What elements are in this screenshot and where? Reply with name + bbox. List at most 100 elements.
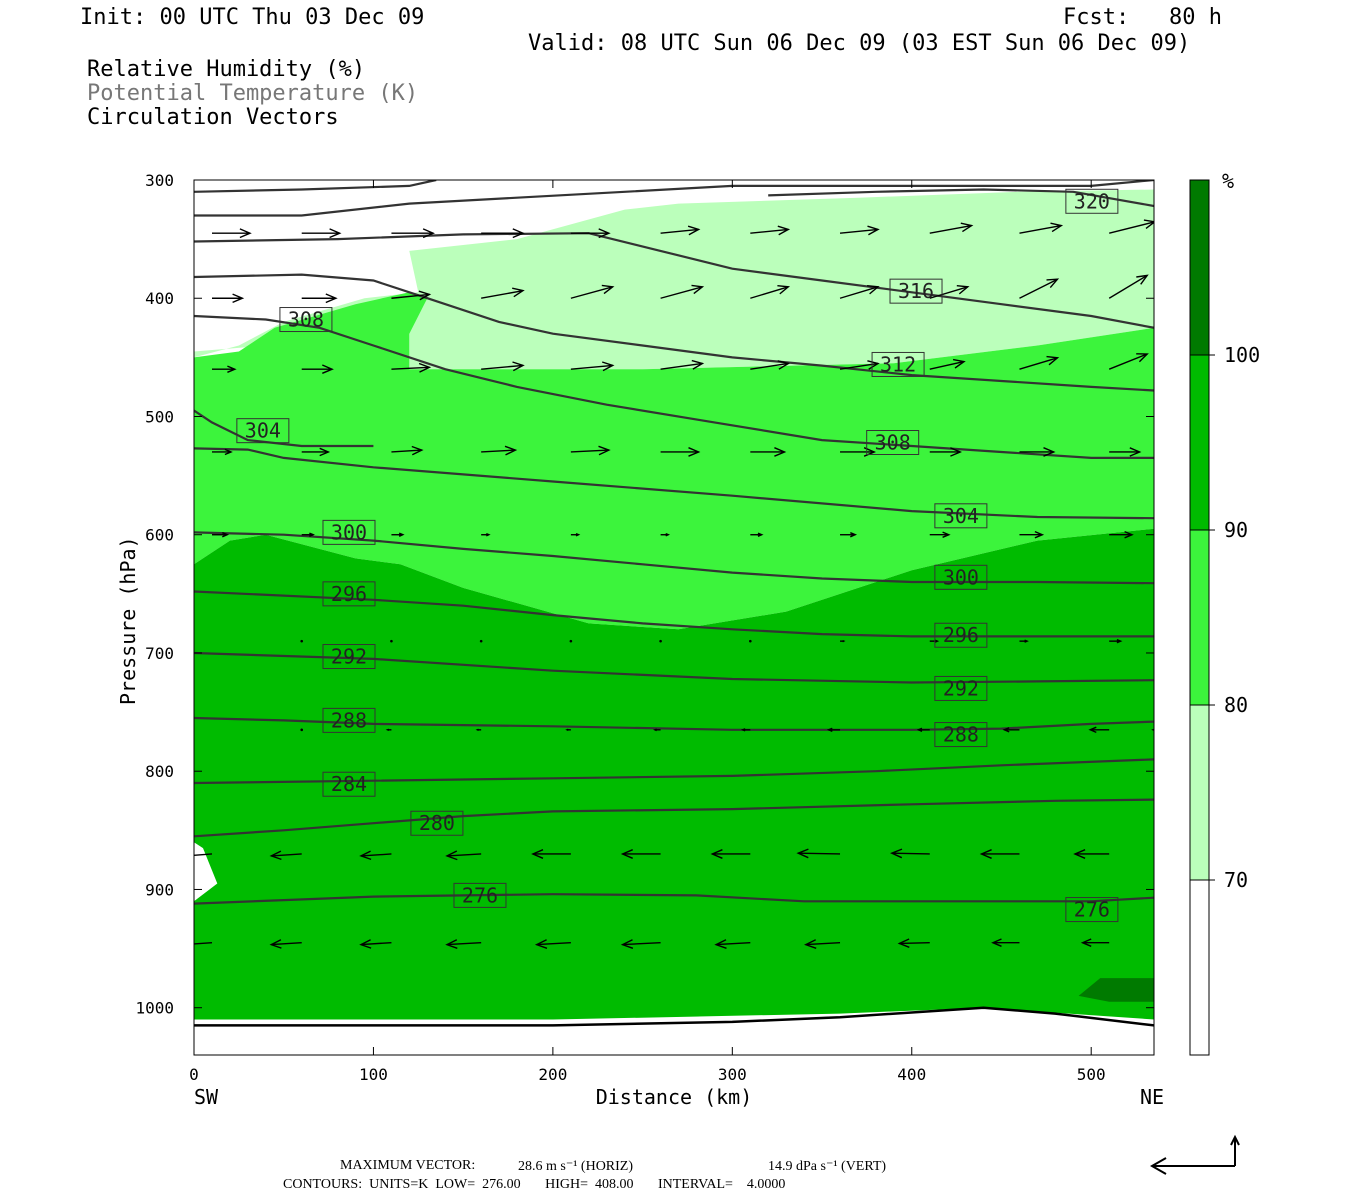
isentrope-276: [194, 893, 1154, 905]
circulation-vector: [890, 848, 930, 859]
contour-label-text: 300: [943, 565, 979, 589]
circulation-vector: [929, 285, 970, 299]
field-label-theta: Potential Temperature (K): [87, 81, 419, 106]
max-vector-horiz: 28.6 m s⁻¹ (HORIZ): [518, 1159, 634, 1174]
colorbar-label: 70: [1224, 868, 1248, 892]
isentrope-288: [194, 716, 1154, 731]
colorbar-segment: [1189, 879, 1210, 1056]
isentrope-304: [194, 447, 1154, 520]
circulation-vector: [660, 447, 701, 457]
isentrope-284: [194, 758, 1154, 785]
circulation-vector: [796, 848, 841, 859]
circulation-vector: [750, 532, 764, 537]
circulation-vector: [750, 360, 791, 370]
contour-label-text: 308: [288, 308, 324, 332]
isentrope-312: [194, 180, 1154, 217]
axes: 300 400 500 600 700 800 900 1000 0 100 200 300 400 50…: [135, 171, 1154, 1084]
circulation-vector: [481, 287, 525, 299]
circulation-vector: [929, 222, 974, 234]
contour-label: 288: [934, 722, 988, 748]
contour-label: 288: [322, 707, 376, 733]
circulation-vector: [481, 361, 525, 372]
circulation-vector: [1109, 530, 1134, 539]
circulation-vector: [212, 448, 233, 456]
contour-label-text: 296: [943, 623, 979, 647]
circulation-vector: [929, 447, 962, 457]
circulation-vector: [979, 849, 1020, 859]
circulation-vector: [565, 728, 571, 731]
x-tick-label: 400: [897, 1065, 926, 1084]
isentrope-292: [194, 651, 1154, 684]
y-tick-label: 700: [145, 644, 174, 663]
circulation-vector: [301, 228, 342, 239]
circulation-vector: [391, 362, 432, 373]
valid-time: Valid: 08 UTC Sun 06 Dec 09 (03 EST Sun …: [528, 31, 1191, 56]
circulation-vector: [300, 639, 304, 643]
circulation-vector: [620, 849, 661, 859]
circulation-vector: [660, 225, 701, 236]
circulation-vector: [897, 938, 930, 948]
plot-frame: [193, 179, 1155, 1056]
circulation-vector: [1109, 638, 1123, 644]
circulation-vector: [570, 361, 615, 372]
circulation-vector: [660, 533, 671, 537]
circulation-vector: [1019, 355, 1060, 370]
circulation-vector: [710, 849, 751, 859]
terrain-mask: [194, 1007, 1154, 1055]
circulation-vector: [660, 284, 705, 299]
rh-region-100+: [1078, 978, 1154, 1002]
circulation-vector: [1019, 222, 1064, 234]
contour-labels: 320 316 308 312 304 308 304 300 300 296 296 292 292 2…: [236, 188, 1119, 923]
isentropes: [194, 180, 1154, 905]
circulation-vector: [660, 359, 705, 370]
circulation-vector: [390, 639, 393, 643]
contour-label-text: 312: [880, 352, 916, 376]
contour-label: 320: [1065, 188, 1119, 214]
circulation-vector: [212, 532, 230, 538]
y-tick-label: 400: [145, 289, 174, 308]
x-tick-label: 500: [1077, 1065, 1106, 1084]
circulation-vector: [1019, 530, 1045, 539]
contour-label-text: 316: [898, 279, 934, 303]
circulation-vector: [391, 228, 435, 239]
circulation-vector: [1080, 938, 1110, 947]
circulation-vector: [1002, 727, 1020, 733]
contour-label: 284: [322, 771, 376, 797]
contour-label: 296: [934, 622, 988, 648]
contour-label: 276: [453, 882, 507, 908]
circulation-vector: [300, 728, 304, 732]
circulation-vector: [916, 727, 930, 733]
circulation-vector: [839, 285, 880, 299]
field-label-vectors: Circulation Vectors: [87, 105, 339, 130]
contour-label: 300: [934, 564, 988, 590]
circulation-vector: [570, 445, 611, 456]
colorbar-label: 80: [1224, 693, 1248, 717]
y-tick-label: 900: [145, 880, 174, 899]
circulation-vector: [620, 939, 661, 949]
contour-label: 276: [1065, 897, 1119, 923]
circulation-vector: [740, 728, 751, 732]
circulation-vector: [194, 940, 213, 949]
isentrope-296: [194, 590, 1154, 638]
contour-label-text: 292: [331, 645, 367, 669]
x-tick-label: 0: [189, 1065, 199, 1084]
contour-label-text: 280: [419, 811, 455, 835]
contour-label: 296: [322, 581, 376, 607]
x-axis-label: Distance (km): [596, 1085, 753, 1109]
isentrope-320: [194, 180, 437, 193]
y-tick-label: 1000: [135, 999, 174, 1018]
circulation-vector: [1151, 728, 1154, 731]
terrain: [194, 1006, 1154, 1055]
circulation-vector: [1109, 219, 1154, 234]
contour-label: 312: [871, 351, 925, 377]
contour-label: 308: [279, 307, 333, 333]
y-tick-label: 600: [145, 526, 174, 545]
circulation-vector: [1108, 274, 1149, 299]
circulation-vector: [750, 447, 787, 457]
init-time: Init: 00 UTC Thu 03 Dec 09: [80, 5, 425, 30]
circulation-vector: [570, 228, 611, 239]
circulation-vector: [659, 639, 662, 643]
terrain-line: [194, 1006, 1154, 1027]
rh-region-70-80: [194, 189, 1154, 370]
